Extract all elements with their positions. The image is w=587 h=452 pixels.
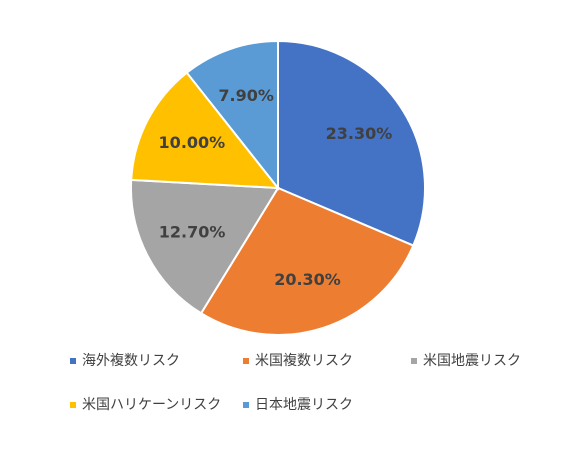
legend-swatch xyxy=(411,358,417,364)
legend-swatch xyxy=(243,358,249,364)
value-label: 20.30% xyxy=(274,270,341,289)
pie-slice xyxy=(199,186,415,336)
legend-swatch xyxy=(243,402,249,408)
pie-slice xyxy=(130,178,280,315)
legend-label: 日本地震リスク xyxy=(255,397,353,413)
pie-slice xyxy=(185,39,279,191)
pie-slice xyxy=(277,39,426,247)
value-label: 10.00% xyxy=(159,133,226,152)
legend-swatch xyxy=(70,358,76,364)
legend-label: 海外複数リスク xyxy=(82,352,180,369)
value-label: 7.90% xyxy=(218,86,274,105)
value-label: 12.70% xyxy=(159,223,226,242)
legend-label: 米国地震リスク xyxy=(423,353,521,369)
legend-label: 米国複数リスク xyxy=(255,352,353,369)
legend-label: 米国ハリケーンリスク xyxy=(82,397,221,413)
legend-swatch xyxy=(70,402,76,408)
value-label: 23.30% xyxy=(326,124,393,143)
pie-slice xyxy=(130,71,281,190)
